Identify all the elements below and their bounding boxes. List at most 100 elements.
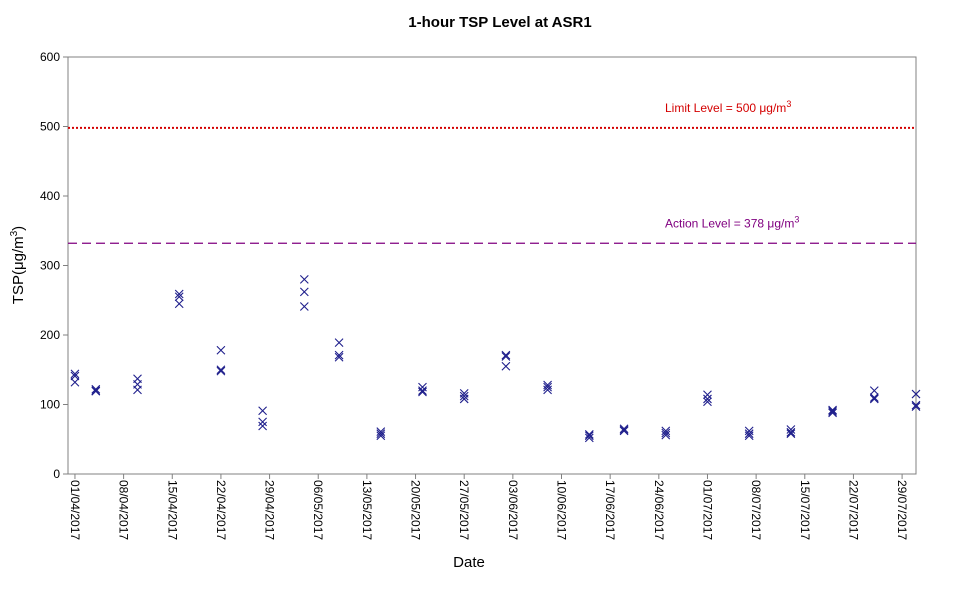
x-tick-label: 10/06/2017 [555,480,569,540]
data-point [584,433,594,443]
reference-label-sup: 3 [794,214,799,224]
data-point [786,425,796,434]
x-tick-label: 24/06/2017 [652,480,666,540]
data-point [70,377,80,387]
reference-label: Limit Level = 500 μg/m3 [665,99,791,115]
data-point [133,385,142,395]
data-point [543,382,552,392]
data-point [299,287,309,297]
y-axis-title-unit: μg/m [10,236,27,270]
x-tick-label: 13/05/2017 [360,480,374,540]
data-point [786,429,796,439]
data-point [216,345,226,355]
data-point [418,386,427,395]
x-tick-label: 22/07/2017 [846,480,860,540]
y-tick-label: 400 [40,189,60,203]
data-points [70,275,921,443]
data-point [828,407,837,416]
data-point [661,428,671,438]
data-point [70,371,80,381]
reference-label-text: Limit Level = 500 μg/m [665,101,786,115]
data-point [258,421,268,431]
reference-label: Action Level = 378 μg/m3 [665,214,799,230]
x-tick-label: 29/04/2017 [263,480,277,540]
data-point [619,426,629,436]
data-point [376,431,386,441]
data-point [744,429,754,439]
data-point [869,394,879,404]
x-tick-label: 08/04/2017 [117,480,131,540]
x-tick-label: 15/04/2017 [165,480,179,540]
x-axis: 01/04/2017 08/04/2017 15/04/2017 22/04/2017… [68,474,909,540]
data-point [334,350,344,360]
y-axis-title-sup: 3 [9,230,20,236]
data-point [703,390,712,400]
x-tick-label: 15/07/2017 [798,480,812,540]
y-axis-title: TSP(μg/m3) [9,226,27,304]
y-tick-label: 300 [40,259,60,273]
x-tick-label: 03/06/2017 [506,480,520,540]
data-point [786,427,796,437]
data-point [501,361,511,371]
x-axis-title: Date [453,554,485,571]
data-point [70,369,80,379]
x-tick-label: 01/07/2017 [700,480,714,540]
x-tick-label: 22/04/2017 [214,480,228,540]
x-tick-label: 29/07/2017 [895,480,909,540]
data-point [501,352,511,361]
data-point [299,275,309,284]
data-point [258,406,268,416]
y-tick-label: 0 [53,467,60,481]
y-axis-title-end: ) [10,226,27,231]
data-point [174,292,184,302]
data-point [91,386,101,396]
data-point [91,384,101,394]
data-point [216,366,226,376]
x-tick-label: 08/07/2017 [749,480,763,540]
data-point [619,424,629,434]
data-point [501,350,511,360]
reference-label-sup: 3 [786,99,791,109]
y-tick-label: 600 [40,50,60,64]
data-point [584,429,594,439]
data-point [174,289,184,299]
data-point [661,430,671,440]
data-point [584,431,594,441]
plot-area [67,56,917,475]
data-point [258,417,268,427]
x-tick-label: 06/05/2017 [311,480,325,540]
data-point [543,385,552,395]
data-point [661,426,671,436]
y-tick-label: 200 [40,328,60,342]
data-point [174,299,184,309]
data-point [869,386,879,395]
data-point [459,391,469,401]
x-tick-label: 20/05/2017 [409,480,423,540]
x-tick-label: 27/05/2017 [457,480,471,540]
chart-title: 1-hour TSP Level at ASR1 [408,14,591,31]
data-point [911,400,921,410]
data-point [418,387,427,397]
data-point [299,302,309,311]
data-point [744,431,754,441]
data-point [216,365,226,375]
data-point [334,352,344,362]
data-point [828,405,837,415]
y-tick-label: 500 [40,120,60,134]
data-point [869,393,879,402]
y-axis-title-main: TSP( [10,270,27,304]
data-point [459,394,469,404]
data-point [828,408,837,418]
reference-label-text: Action Level = 378 μg/m [665,216,794,230]
x-tick-label: 17/06/2017 [603,480,617,540]
data-point [376,427,386,436]
y-axis: 0 100 200 300 400 500 600 [40,50,68,481]
data-point [703,394,712,404]
y-tick-label: 100 [40,398,60,412]
data-point [703,397,712,407]
data-point [334,338,344,348]
x-tick-label: 01/04/2017 [68,480,82,540]
data-point [911,402,921,411]
